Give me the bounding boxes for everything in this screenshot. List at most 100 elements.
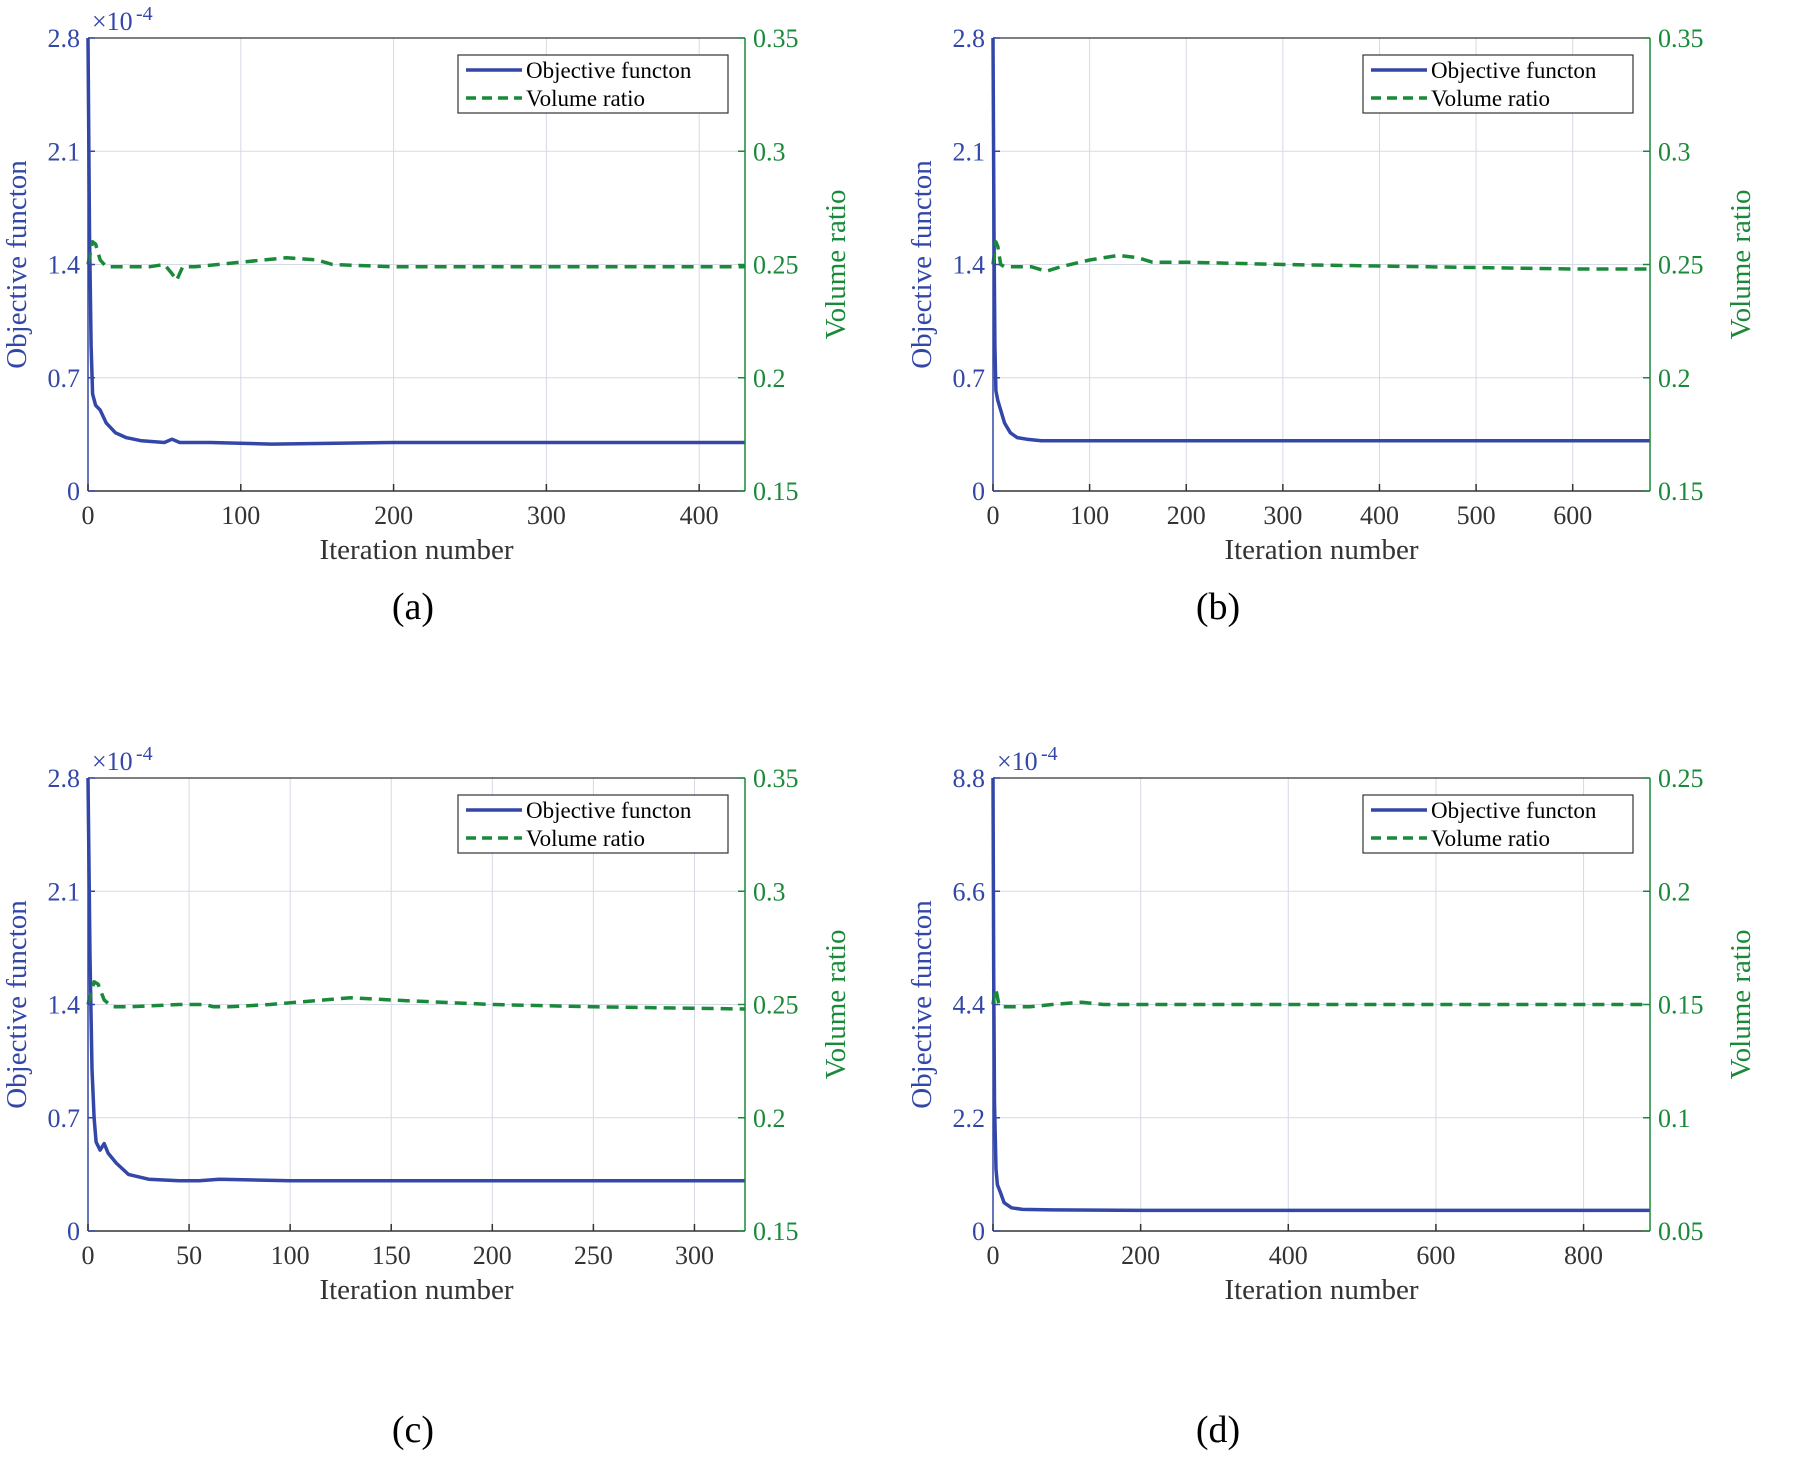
x-tick-label: 800 bbox=[1564, 1241, 1603, 1270]
legend-objective-label: Objective functon bbox=[526, 58, 692, 83]
y-right-tick-label: 0.2 bbox=[1658, 877, 1691, 906]
y-left-tick-label: 2.1 bbox=[48, 877, 81, 906]
y-right-axis-label: Volume ratio bbox=[1725, 929, 1757, 1079]
x-tick-label: 400 bbox=[680, 501, 719, 530]
y-left-tick-label: 0.7 bbox=[953, 364, 986, 393]
x-tick-label: 50 bbox=[176, 1241, 202, 1270]
x-tick-label: 300 bbox=[1263, 501, 1302, 530]
x-axis-label: Iteration number bbox=[1224, 1274, 1418, 1306]
y-left-tick-label: 0 bbox=[67, 1217, 80, 1246]
legend-objective-label: Objective functon bbox=[1431, 798, 1597, 823]
exponent-power: -4 bbox=[1041, 743, 1058, 765]
y-left-tick-label: 6.6 bbox=[953, 877, 986, 906]
legend-volume-label: Volume ratio bbox=[526, 86, 645, 111]
y-right-tick-label: 0.25 bbox=[753, 251, 799, 280]
legend-volume-label: Volume ratio bbox=[1431, 826, 1550, 851]
chart-d: 0 200 400 600 800 0 2.2 4.4 6.6 8.8 0.05 0.1 0.15 0.2… bbox=[906, 743, 1757, 1306]
y-left-tick-label: 0 bbox=[972, 477, 985, 506]
volume-ratio-line bbox=[991, 986, 1650, 1009]
objective-line bbox=[991, 37, 1650, 443]
legend-box bbox=[457, 794, 729, 854]
caption-b: (b) bbox=[1195, 586, 1241, 628]
x-tick-label: 600 bbox=[1553, 501, 1592, 530]
y-left-tick-label: 2.2 bbox=[953, 1104, 986, 1133]
y-right-tick-label: 0.15 bbox=[1658, 991, 1704, 1020]
exponent-label: ×10 bbox=[92, 747, 133, 776]
chart-a: 0 100 200 300 400 0 0.7 1.4 2.1 2.8 0.15 0.2 0.25 0.3… bbox=[1, 3, 852, 566]
volume-ratio-line bbox=[86, 980, 746, 1011]
volume-ratio-line bbox=[991, 240, 1650, 274]
legend-box bbox=[457, 54, 729, 114]
x-tick-label: 0 bbox=[987, 501, 1000, 530]
y-left-axis-label: Objective functon bbox=[906, 900, 938, 1109]
y-right-tick-label: 0.35 bbox=[753, 24, 799, 53]
x-tick-label: 0 bbox=[82, 1241, 95, 1270]
y-left-axis-label: Objective functon bbox=[1, 900, 33, 1109]
y-right-tick-label: 0.3 bbox=[753, 137, 786, 166]
y-right-tick-label: 0.35 bbox=[753, 764, 799, 793]
y-left-tick-label: 2.8 bbox=[48, 764, 81, 793]
volume-ratio-line bbox=[86, 240, 745, 283]
panel-d: 0 200 400 600 800 0 2.2 4.4 6.6 8.8 0.05 0.1 0.15 0.2… bbox=[905, 740, 1805, 1470]
x-tick-label: 150 bbox=[372, 1241, 411, 1270]
x-tick-label: 0 bbox=[82, 501, 95, 530]
y-right-axis-label: Volume ratio bbox=[1725, 189, 1757, 339]
y-right-tick-label: 0.2 bbox=[753, 364, 786, 393]
x-tick-label: 200 bbox=[1121, 1241, 1160, 1270]
x-tick-label: 400 bbox=[1360, 501, 1399, 530]
y-right-tick-label: 0.3 bbox=[1658, 137, 1691, 166]
x-tick-label: 250 bbox=[574, 1241, 613, 1270]
y-left-tick-label: 2.8 bbox=[48, 24, 81, 53]
x-tick-label: 600 bbox=[1416, 1241, 1455, 1270]
legend: Objective functon Volume ratio bbox=[457, 54, 729, 114]
legend-volume-label: Volume ratio bbox=[1431, 86, 1550, 111]
y-right-axis-label: Volume ratio bbox=[820, 929, 852, 1079]
exponent-power: -4 bbox=[136, 743, 153, 765]
caption-c: (c) bbox=[391, 1409, 435, 1451]
objective-line bbox=[86, 777, 745, 1183]
y-left-axis-label: Objective functon bbox=[1, 160, 33, 369]
legend-objective-label: Objective functon bbox=[526, 798, 692, 823]
legend-volume-label: Volume ratio bbox=[526, 826, 645, 851]
legend-box bbox=[1362, 54, 1634, 114]
legend: Objective functon Volume ratio bbox=[457, 794, 729, 854]
y-right-tick-label: 0.15 bbox=[753, 477, 799, 506]
y-left-tick-label: 1.4 bbox=[953, 251, 986, 280]
y-left-tick-label: 4.4 bbox=[953, 991, 986, 1020]
y-left-tick-label: 1.4 bbox=[48, 251, 81, 280]
legend: Objective functon Volume ratio bbox=[1362, 54, 1634, 114]
y-left-tick-label: 8.8 bbox=[953, 764, 986, 793]
y-right-tick-label: 0.35 bbox=[1658, 24, 1704, 53]
x-tick-label: 100 bbox=[221, 501, 260, 530]
objective-line bbox=[86, 37, 745, 446]
x-axis-label: Iteration number bbox=[319, 1274, 513, 1306]
y-left-tick-label: 2.8 bbox=[953, 24, 986, 53]
caption-a: (a) bbox=[391, 586, 435, 628]
y-right-tick-label: 0.25 bbox=[753, 991, 799, 1020]
chart-b: 0 100 200 300 400 500 600 0 0.7 1.4 2.1 2.8 0.15 0.2 0… bbox=[906, 24, 1757, 566]
y-right-tick-label: 0.2 bbox=[1658, 364, 1691, 393]
x-tick-label: 500 bbox=[1457, 501, 1496, 530]
y-left-tick-label: 2.1 bbox=[48, 137, 81, 166]
y-right-axis-label: Volume ratio bbox=[820, 189, 852, 339]
panel-a: 0 100 200 300 400 0 0.7 1.4 2.1 2.8 0.15 0.2 0.25 0.3… bbox=[0, 0, 900, 730]
legend: Objective functon Volume ratio bbox=[1362, 794, 1634, 854]
y-right-tick-label: 0.15 bbox=[1658, 477, 1704, 506]
y-right-tick-label: 0.3 bbox=[753, 877, 786, 906]
x-axis-label: Iteration number bbox=[319, 534, 513, 566]
legend-objective-label: Objective functon bbox=[1431, 58, 1597, 83]
x-tick-label: 300 bbox=[527, 501, 566, 530]
y-right-tick-label: 0.2 bbox=[753, 1104, 786, 1133]
panel-b: 0 100 200 300 400 500 600 0 0.7 1.4 2.1 2.8 0.15 0.2 0… bbox=[905, 0, 1805, 730]
x-tick-label: 200 bbox=[374, 501, 413, 530]
objective-line bbox=[991, 777, 1650, 1213]
panel-c: 0 50 100 150 200 250 300 0 0.7 1.4 2.1 2.8 0.15 0.2 0.… bbox=[0, 740, 900, 1470]
x-tick-label: 300 bbox=[675, 1241, 714, 1270]
x-tick-label: 100 bbox=[271, 1241, 310, 1270]
y-left-tick-label: 0 bbox=[67, 477, 80, 506]
caption-d: (d) bbox=[1195, 1409, 1241, 1451]
y-left-tick-label: 0.7 bbox=[48, 364, 81, 393]
legend-box bbox=[1362, 794, 1634, 854]
x-tick-label: 0 bbox=[987, 1241, 1000, 1270]
x-tick-label: 400 bbox=[1269, 1241, 1308, 1270]
